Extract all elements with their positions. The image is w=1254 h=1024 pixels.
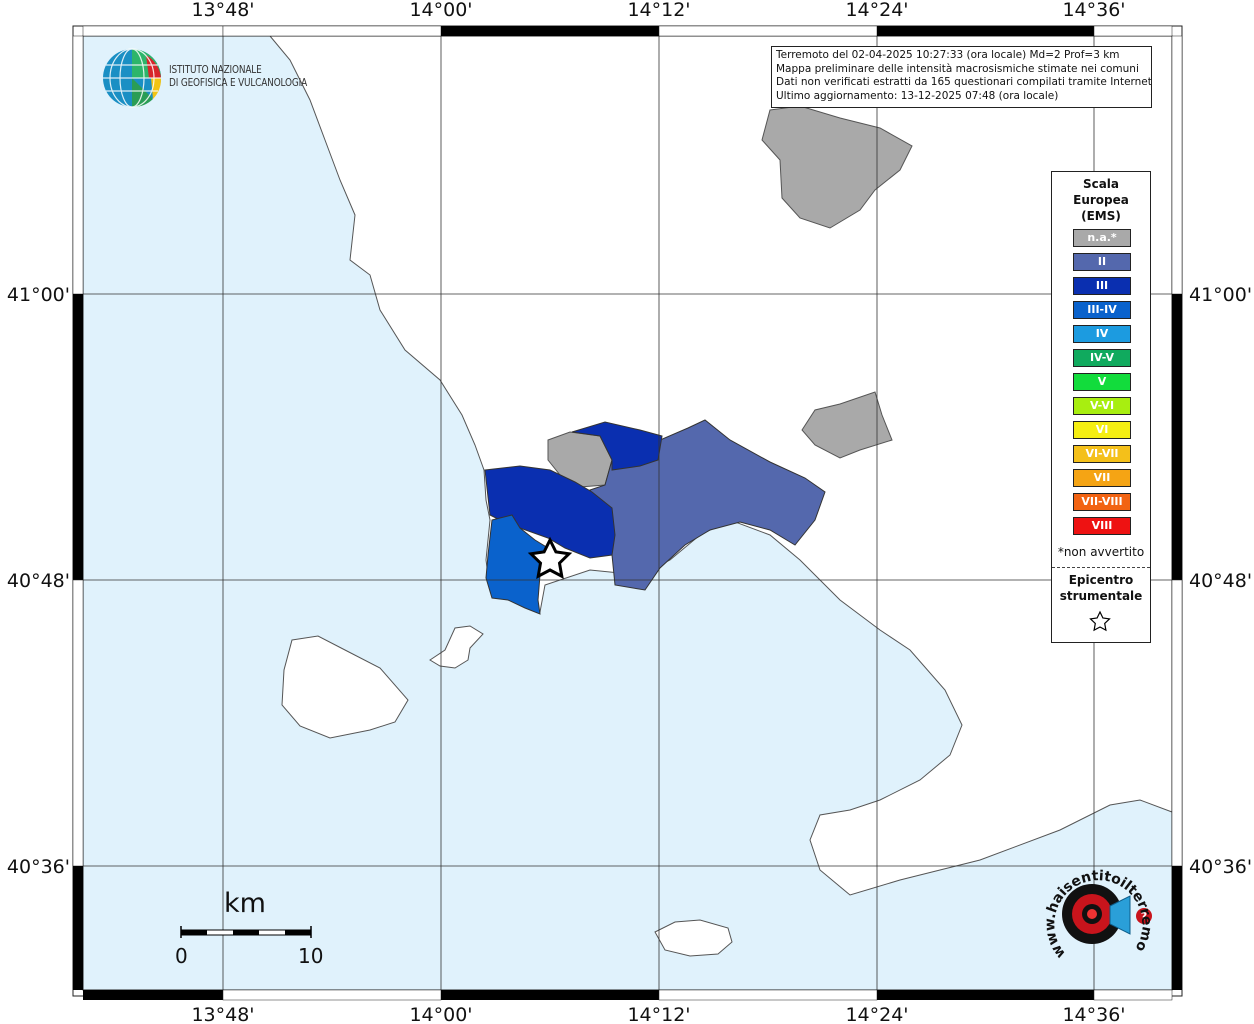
- capri-island: [654, 919, 733, 957]
- bottom-label-0: 13°48': [191, 1004, 254, 1024]
- right-label-0: 41°00': [1189, 284, 1252, 306]
- svg-text:?: ?: [1141, 910, 1147, 923]
- legend-item: II: [1073, 253, 1131, 271]
- legend-title: Scala Europea (EMS): [1052, 176, 1150, 224]
- legend-item: V: [1073, 373, 1131, 391]
- ingv-line1: ISTITUTO NAZIONALE: [169, 64, 262, 76]
- legend-item: V-VI: [1073, 397, 1131, 415]
- legend-epicenter-1: Epicentro: [1068, 573, 1134, 587]
- legend-title-2: Europea: [1073, 193, 1129, 207]
- haisentito-logo: ? www.haisentitoilterremoto.it: [1026, 858, 1162, 978]
- region-na-north: [761, 105, 913, 229]
- scale-label-end: 10: [298, 944, 324, 968]
- legend-item: VII-VIII: [1073, 493, 1131, 511]
- info-line-data: Dati non verificati estratti da 165 ques…: [776, 76, 1152, 88]
- ingv-line2: DI GEOFISICA E VULCANOLOGIA: [169, 77, 308, 89]
- haisentito-text-ring: www.haisentitoilterremoto.it: [1026, 858, 1155, 961]
- left-label-0: 41°00': [7, 284, 70, 306]
- left-label-1: 40°48': [7, 570, 70, 592]
- legend-epicenter-2: strumentale: [1059, 589, 1143, 603]
- scale-unit: km: [224, 888, 266, 919]
- bottom-label-2: 14°12': [627, 1004, 690, 1024]
- bottom-label-1: 14°00': [409, 1004, 472, 1024]
- top-label-0: 13°48': [191, 0, 254, 21]
- intensity-legend: Scala Europea (EMS) n.a.* II III III-IV IV IV…: [1051, 171, 1151, 643]
- info-line-map: Mappa preliminare delle intensità macros…: [776, 62, 1139, 75]
- legend-item: VI-VII: [1073, 445, 1131, 463]
- region-north-naples: [571, 421, 663, 471]
- ingv-logo-text: ISTITUTO NAZIONALE DI GEOFISICA E VULCAN…: [169, 64, 307, 90]
- top-label-4: 14°36': [1062, 0, 1125, 21]
- legend-item: IV-V: [1073, 349, 1131, 367]
- legend-title-3: (EMS): [1081, 209, 1121, 223]
- legend-epicenter-label: Epicentro strumentale: [1052, 572, 1150, 604]
- legend-star-icon: [1089, 610, 1111, 632]
- globe-icon: [103, 48, 162, 108]
- ischia-island: [281, 635, 409, 739]
- top-label-3: 14°24': [845, 0, 908, 21]
- right-label-2: 40°36': [1189, 856, 1252, 878]
- legend-item: III-IV: [1073, 301, 1131, 319]
- legend-item: IV: [1073, 325, 1131, 343]
- legend-item: III: [1073, 277, 1131, 295]
- star-icon: [527, 536, 573, 579]
- region-na-east: [801, 391, 893, 459]
- ingv-logo: ISTITUTO NAZIONALE DI GEOFISICA E VULCAN…: [101, 47, 341, 109]
- megaphone-icon: ?: [1062, 884, 1152, 944]
- scale-bar: [180, 926, 312, 938]
- legend-items: n.a.* II III III-IV IV IV-V V V-VI VI VI-VII VII VI…: [1073, 229, 1131, 541]
- info-line-event: Terremoto del 02-04-2025 10:27:33 (ora l…: [776, 49, 1120, 61]
- procida-island: [429, 625, 484, 669]
- legend-note: *non avvertito: [1057, 545, 1145, 559]
- top-label-1: 14°00': [409, 0, 472, 21]
- legend-item: VI: [1073, 421, 1131, 439]
- legend-divider: [1052, 567, 1150, 568]
- bottom-label-4: 14°36': [1062, 1004, 1125, 1024]
- map-frame: [72, 25, 1183, 1001]
- top-label-2: 14°12': [627, 0, 690, 21]
- left-label-2: 40°36': [7, 856, 70, 878]
- legend-item: VII: [1073, 469, 1131, 487]
- right-label-1: 40°48': [1189, 570, 1252, 592]
- graticule: [83, 36, 1172, 990]
- legend-item: VIII: [1073, 517, 1131, 535]
- event-info-box: Terremoto del 02-04-2025 10:27:33 (ora l…: [771, 46, 1152, 108]
- bottom-label-3: 14°24': [845, 1004, 908, 1024]
- region-pozzuoli: [485, 514, 549, 615]
- svg-text:www.haisentitoilterremoto.it: www.haisentitoilterremoto.it: [1026, 858, 1155, 961]
- legend-item: n.a.*: [1073, 229, 1131, 247]
- legend-title-1: Scala: [1082, 177, 1120, 191]
- scale-label-start: 0: [175, 944, 188, 968]
- info-line-update: Ultimo aggiornamento: 13-12-2025 07:48 (…: [776, 89, 1059, 102]
- haisentito-text: www.haisentitoilterremoto.it: [1026, 858, 1155, 961]
